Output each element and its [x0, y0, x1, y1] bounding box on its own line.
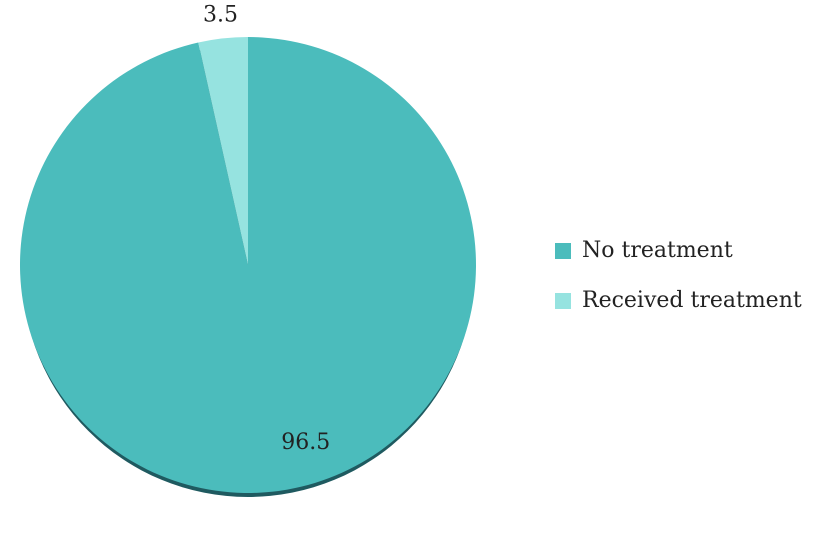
legend-swatch — [555, 243, 571, 259]
legend-label: No treatment — [582, 238, 733, 263]
pie-slice — [19, 37, 476, 493]
data-label: 96.5 — [281, 430, 330, 455]
legend-swatch — [555, 293, 571, 309]
pie-slice — [198, 37, 248, 265]
data-label: 3.5 — [203, 3, 238, 28]
legend-label: Received treatment — [582, 288, 802, 313]
